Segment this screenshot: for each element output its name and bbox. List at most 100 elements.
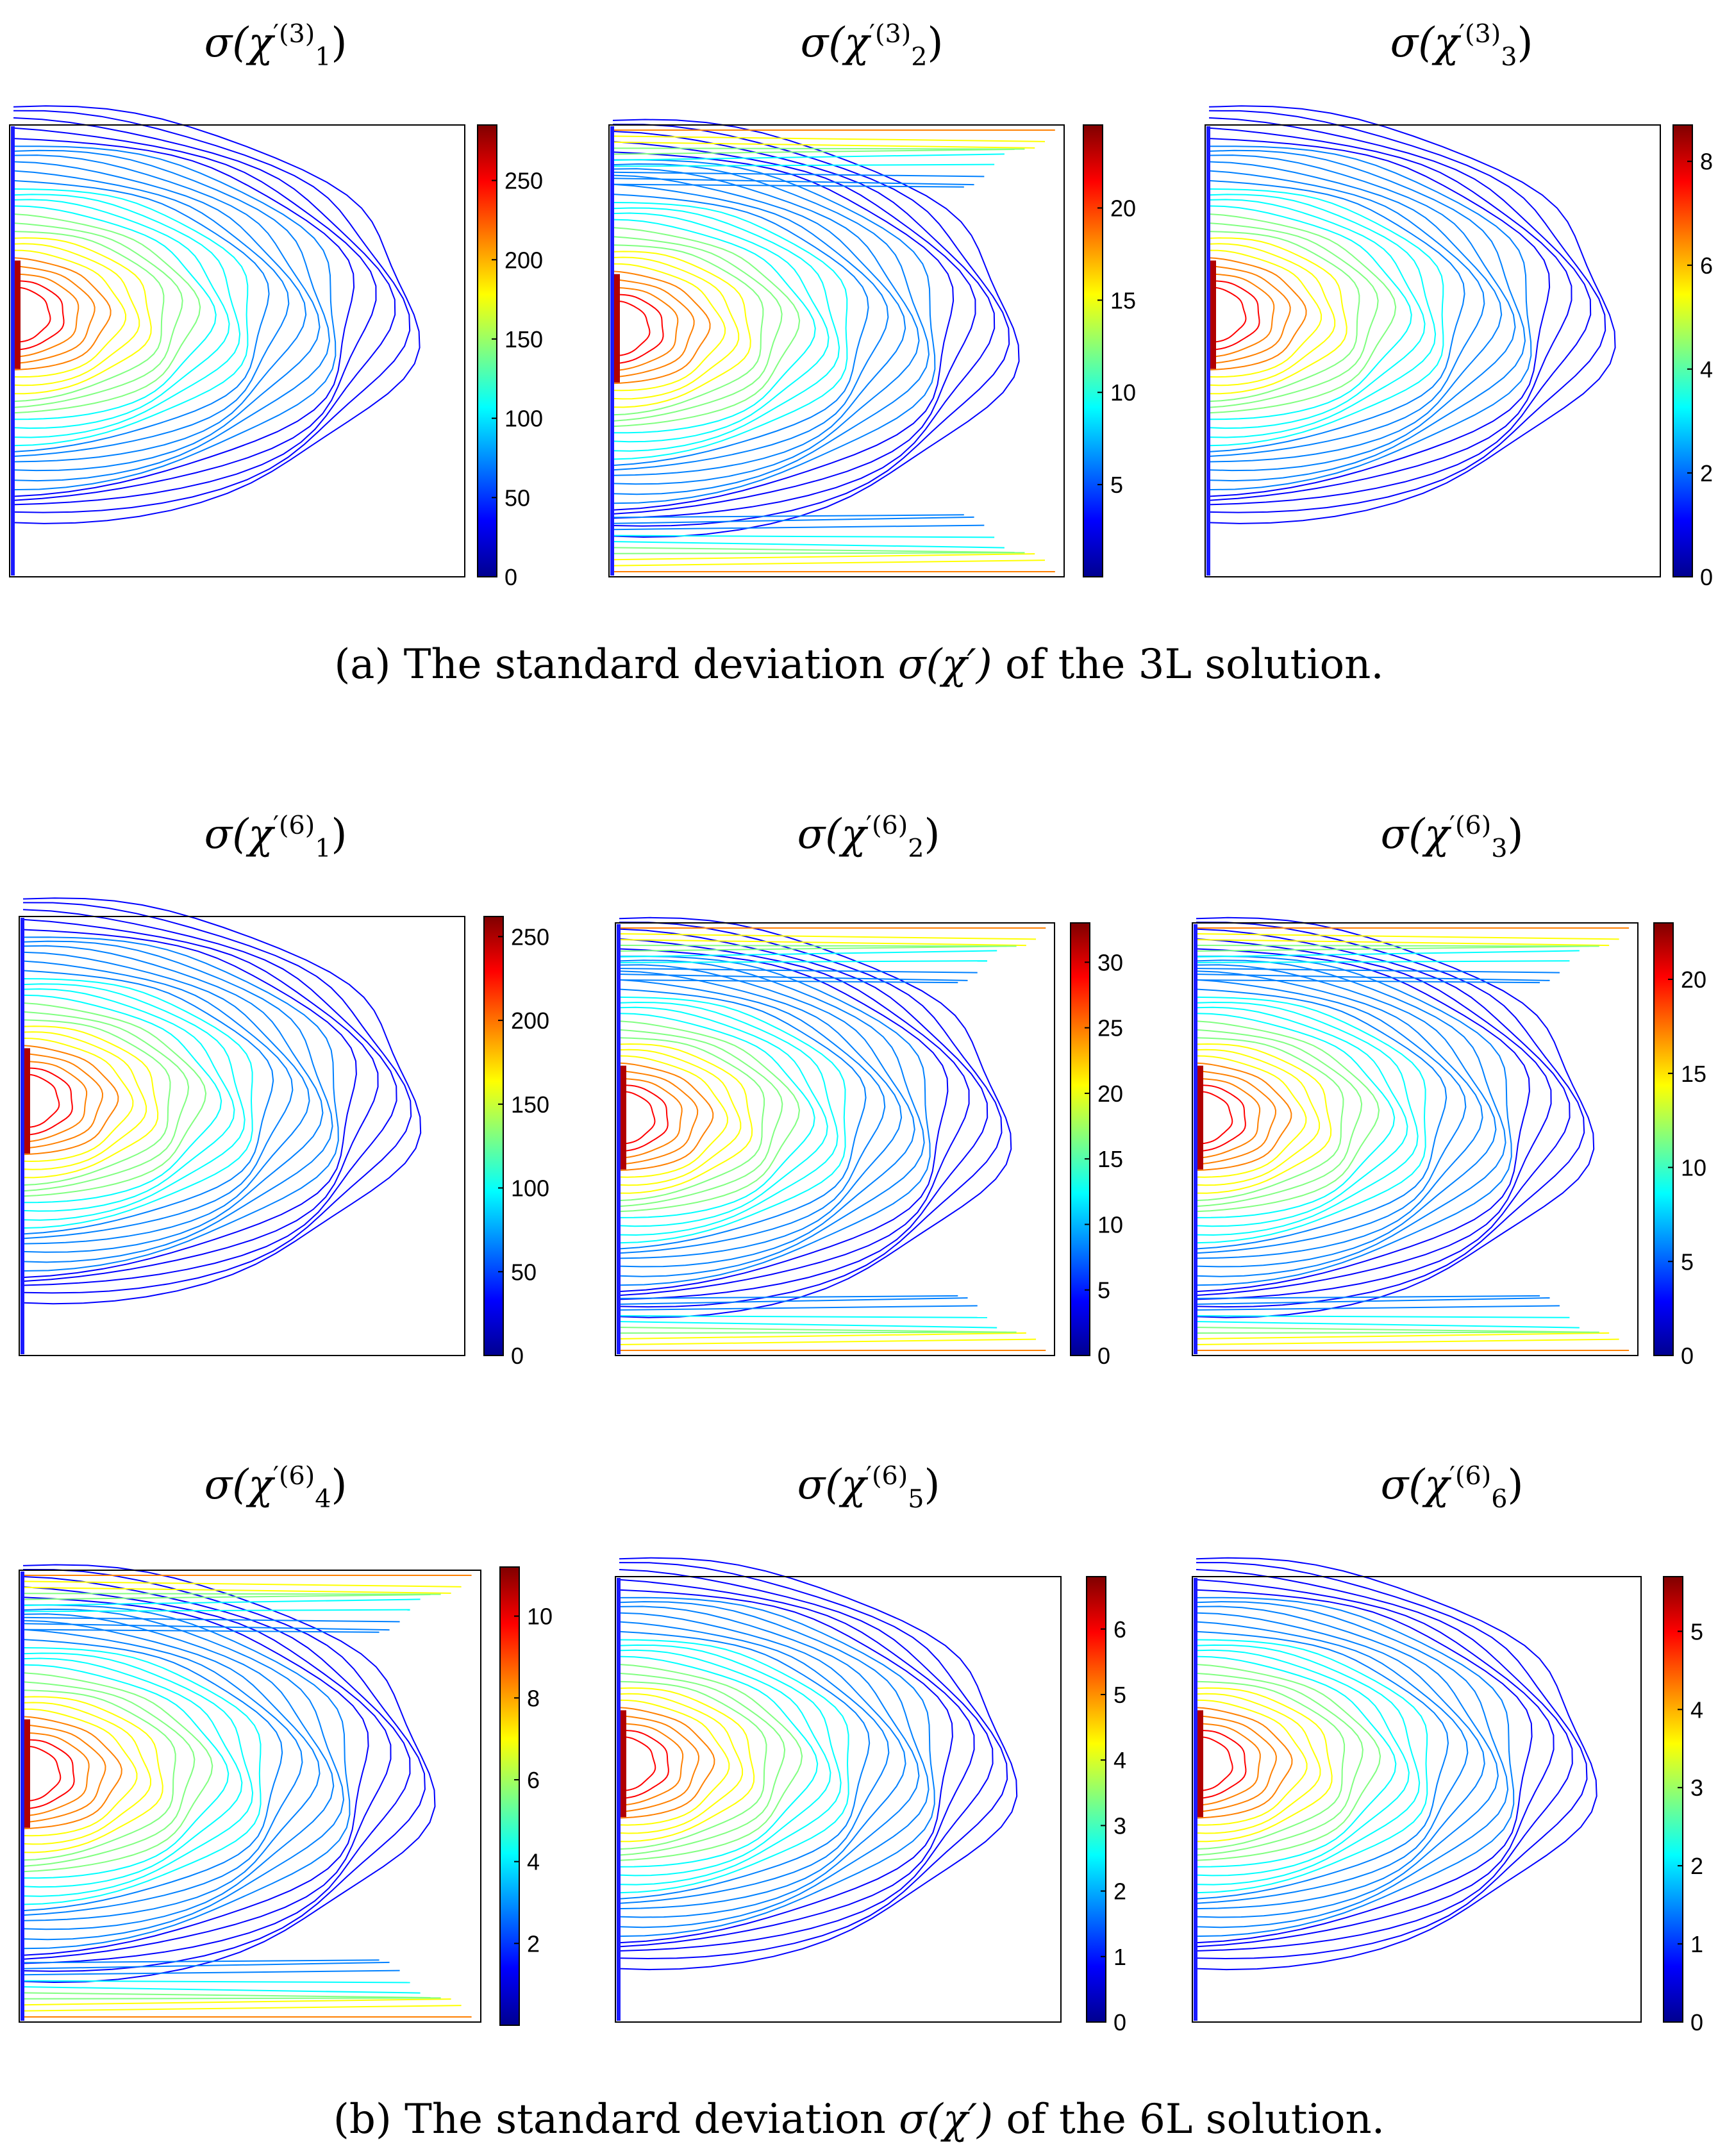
colorbar-tick-label: 5 (1690, 1618, 1703, 1645)
contour-line (1196, 1707, 1293, 1819)
contour-line (611, 516, 974, 524)
contour-line (619, 1055, 728, 1178)
panel-title-a3: σ(χ′(3)3) (1390, 19, 1533, 72)
contour-line (612, 279, 695, 378)
contour-line (22, 1647, 262, 1905)
colorbar (477, 124, 497, 577)
contour-line (22, 1739, 75, 1809)
contour-line (1196, 1730, 1247, 1799)
contour-line (1196, 1649, 1410, 1877)
contour-line (619, 916, 1012, 1318)
contour-line (13, 257, 112, 371)
contour-line (13, 188, 249, 447)
contour-line (612, 212, 830, 443)
contour-line (22, 1569, 426, 1972)
contour-line (619, 979, 886, 1254)
contour-line (619, 1707, 715, 1819)
colorbar-tick-label: 6 (527, 1767, 540, 1793)
colorbar-tick-label: 2 (1690, 1853, 1703, 1879)
contour-line (1196, 979, 1467, 1254)
contour-line (1194, 1321, 1580, 1329)
contour-line (619, 1736, 656, 1791)
contour-line (1196, 916, 1595, 1318)
colorbar-tick-label: 25 (1097, 1015, 1123, 1041)
panel-b2: 30 25 20 15 10 5 0 (615, 916, 1123, 1369)
wall-band (11, 126, 15, 576)
colorbar-tick-label: 50 (511, 1259, 537, 1285)
panel-title-b6: σ(χ′(6)6) (1380, 1461, 1524, 1514)
contour-line (21, 1992, 431, 1998)
contour-line (619, 1579, 975, 1948)
axes-frame (19, 916, 465, 1356)
contour-line (619, 1730, 669, 1799)
contour-line (1208, 145, 1532, 491)
colorbar-tick-label: 0 (1113, 2009, 1126, 2036)
colorbar-tick-label: 20 (1110, 195, 1136, 221)
contour-line (619, 1043, 753, 1194)
colorbar (1672, 124, 1693, 577)
contour-line (611, 541, 1005, 549)
contour-line (13, 149, 331, 482)
contour-line (1196, 1062, 1292, 1171)
colorbar-tick-label: 200 (511, 1008, 549, 1034)
contour-line (13, 273, 79, 358)
contour-line (13, 199, 230, 429)
colorbar-tick-label: 2 (1113, 1878, 1126, 1905)
contour-line (1196, 1621, 1469, 1904)
contour-line (1208, 199, 1426, 429)
caption-a: (a) The standard deviation σ(χ′) of the … (334, 641, 1384, 688)
contour-line (1194, 1315, 1570, 1318)
contour-line (1196, 1562, 1588, 1960)
colorbar-tick-label: 4 (527, 1849, 540, 1875)
contour-line (619, 1714, 700, 1812)
contour-line (612, 251, 751, 408)
contour-line (13, 237, 152, 395)
contour-line (22, 1596, 369, 1956)
contour-line (13, 154, 321, 472)
contour-line (22, 994, 222, 1204)
contour-line (22, 1629, 303, 1916)
contour-line (611, 178, 974, 186)
contour-line (22, 960, 294, 1240)
colorbar-tick-label: 200 (505, 247, 543, 273)
contour-line (1208, 273, 1275, 358)
contour-line (21, 1961, 390, 1969)
colorbar-tick-label: 6 (1700, 253, 1713, 279)
contour-line (612, 163, 930, 495)
contour-line (22, 940, 333, 1263)
contour-line (619, 1655, 819, 1868)
contour-line (1196, 1639, 1428, 1894)
contour-line (619, 955, 931, 1286)
contour-line (1196, 1013, 1396, 1218)
contour-line (22, 1724, 106, 1823)
contour-line (619, 1723, 684, 1806)
colorbar-tick-label: 10 (1110, 379, 1136, 406)
contour-line (1208, 194, 1437, 438)
contour-line (619, 1077, 683, 1159)
contour-line (619, 1049, 742, 1186)
contour-line (619, 996, 846, 1244)
contour-line (1196, 1077, 1261, 1159)
axes-frame (9, 124, 465, 577)
contour-line (22, 1696, 163, 1853)
contour-line (22, 951, 310, 1245)
contour-line (13, 222, 183, 408)
contour-line (1196, 1714, 1277, 1812)
panel-b4: 10 8 6 4 2 (19, 1564, 553, 2026)
contour-line (13, 105, 421, 524)
contour-line (22, 978, 253, 1229)
colorbar-tick-label: 15 (1681, 1061, 1706, 1087)
contour-line (611, 183, 964, 188)
contour-line (22, 1067, 73, 1136)
contour-line (22, 1052, 104, 1149)
contour-line (13, 249, 127, 378)
contour-line (1196, 928, 1571, 1300)
panel-title-a2: σ(χ′(3)2) (800, 19, 944, 72)
contour-line (22, 1708, 138, 1837)
contour-line (22, 1639, 283, 1912)
contour-line (1196, 1579, 1555, 1948)
contour-line (21, 1959, 379, 1964)
contour-line (1196, 964, 1497, 1268)
colorbar-tick-label: 4 (1690, 1696, 1703, 1723)
contour-line (1208, 127, 1572, 501)
